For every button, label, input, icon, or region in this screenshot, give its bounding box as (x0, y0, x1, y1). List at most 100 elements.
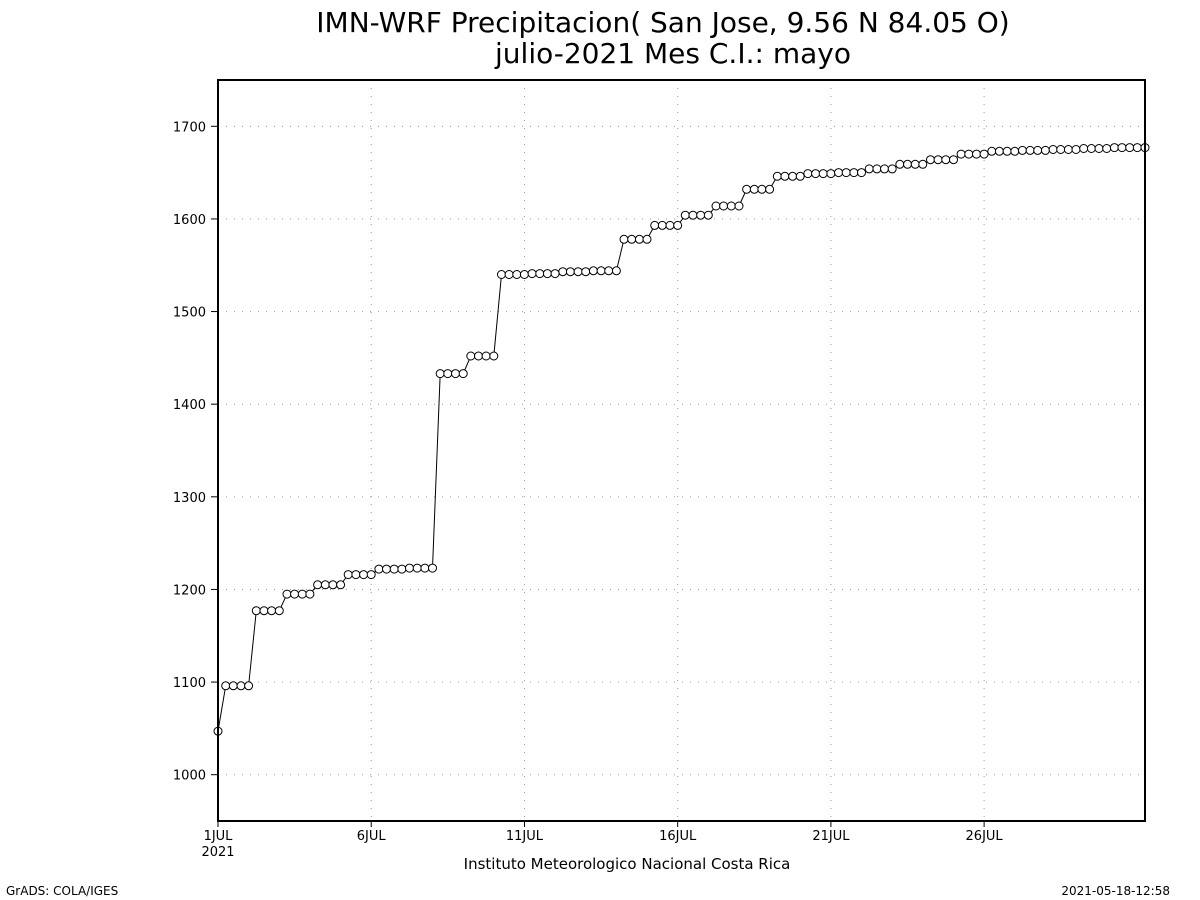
data-point (657, 220, 667, 230)
footer-right: 2021-05-18-12:58 (1061, 884, 1170, 898)
data-point (719, 201, 729, 211)
grid-lines (218, 80, 1145, 821)
data-point (581, 267, 591, 277)
data-point (1017, 145, 1027, 155)
data-point (803, 169, 813, 179)
data-point (788, 171, 798, 181)
data-point (305, 589, 315, 599)
data-point (1048, 145, 1058, 154)
chart-subtitle: julio-2021 Mes C.I.: mayo (494, 37, 851, 70)
x-tick-label: 21JUL (812, 829, 850, 844)
data-point (749, 184, 759, 194)
data-point (405, 563, 414, 573)
data-point (1002, 146, 1012, 156)
data-point (565, 267, 575, 277)
data-point (979, 149, 989, 159)
data-point (282, 589, 292, 599)
data-point (428, 563, 437, 573)
data-point (420, 563, 430, 573)
data-point (910, 159, 920, 169)
data-point (320, 580, 330, 590)
data-point (964, 149, 974, 159)
data-point (221, 681, 231, 691)
data-point (665, 220, 675, 230)
data-series (213, 143, 1150, 736)
data-point (849, 168, 859, 178)
data-point (604, 266, 614, 276)
data-point (1040, 145, 1050, 155)
y-tick-label: 1600 (173, 213, 206, 228)
data-point (1025, 145, 1035, 155)
y-tick-label: 1300 (173, 491, 206, 506)
y-tick-label: 1400 (173, 398, 206, 413)
footer-left: GrADS: COLA/IGES (6, 884, 118, 898)
x-tick-label: 1JUL (204, 829, 234, 844)
data-point (734, 201, 744, 211)
data-point (236, 681, 246, 691)
data-point (267, 606, 277, 616)
y-tick-label: 1100 (173, 676, 206, 691)
data-point (703, 210, 713, 220)
data-point (841, 168, 851, 178)
data-point (435, 369, 445, 379)
data-point (611, 266, 621, 276)
data-point (504, 270, 514, 279)
data-point (451, 369, 460, 379)
data-point (443, 369, 453, 379)
data-point (941, 155, 951, 165)
plot-frame (217, 79, 1146, 822)
data-point (550, 269, 560, 279)
data-point (1125, 143, 1135, 153)
data-point (619, 234, 629, 244)
data-point (290, 589, 300, 599)
data-point (772, 171, 782, 181)
data-point (573, 267, 583, 277)
data-point (366, 570, 376, 580)
data-point (864, 164, 874, 174)
x-axis-label: Instituto Meteorologico Nacional Costa R… (464, 855, 791, 873)
data-point (887, 164, 897, 174)
data-point (811, 169, 821, 179)
data-point (519, 270, 529, 279)
data-point (956, 149, 966, 159)
data-point (244, 681, 254, 691)
data-point (1102, 144, 1112, 153)
data-point (972, 149, 981, 159)
data-point (251, 606, 261, 616)
data-point (1071, 145, 1081, 154)
data-point (872, 164, 882, 174)
data-point (780, 171, 790, 181)
data-point (512, 270, 522, 279)
data-point (1094, 144, 1104, 153)
x-tick-label: 26JUL (966, 829, 1004, 844)
data-point (297, 589, 307, 599)
data-point (397, 564, 407, 574)
data-point (527, 269, 537, 279)
data-point (688, 210, 698, 220)
data-point (466, 351, 476, 361)
data-point (857, 168, 866, 178)
y-axis: 1000 1100 1200 1300 1400 1500 1600 1700 (173, 120, 218, 784)
data-point (259, 606, 269, 616)
data-point (627, 234, 637, 244)
data-point (228, 681, 238, 691)
data-point (359, 570, 369, 580)
data-point (588, 266, 598, 276)
data-point (542, 269, 552, 279)
data-point (795, 171, 805, 181)
data-point (642, 234, 652, 244)
data-point (903, 159, 912, 169)
y-tick-label: 1700 (173, 120, 206, 135)
data-point (673, 220, 683, 230)
y-tick-label: 1500 (173, 306, 206, 321)
data-point (481, 351, 491, 361)
data-point (987, 146, 997, 156)
data-point (1079, 144, 1089, 153)
y-tick-label: 1200 (173, 583, 206, 598)
data-point (558, 267, 568, 277)
data-point (726, 201, 736, 211)
data-point (918, 159, 928, 169)
data-point (757, 184, 767, 194)
